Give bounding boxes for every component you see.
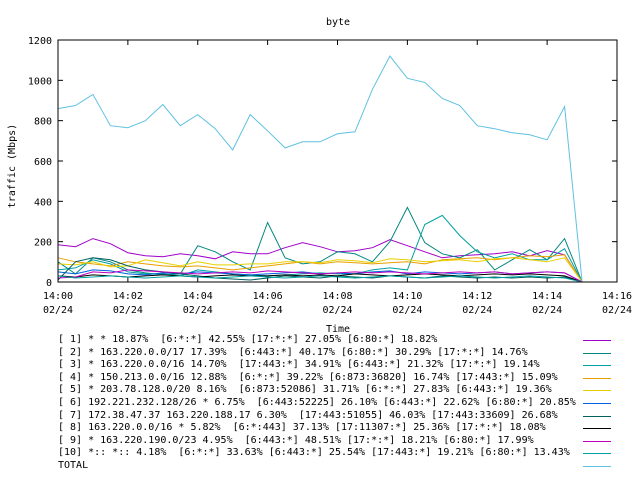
legend-item: [ 3] * 163.220.0.0/16 14.70% [17:443:*] … — [58, 359, 638, 372]
x-tick-label-time: 14:00 — [43, 291, 73, 302]
x-tick-label-date: 02/24 — [322, 305, 352, 316]
legend-label: [ 6] 192.221.232.128/26 * 6.75% [6:443:5… — [58, 396, 576, 408]
legend-item: [ 4] * 150.213.0.0/16 12.88% [6:*:*] 39.… — [58, 372, 638, 385]
x-tick-label-time: 14:02 — [113, 291, 143, 302]
legend: [ 1] * * 18.87% [6:*:*] 42.55% [17:*:*] … — [58, 334, 638, 473]
legend-item: [ 9] * 163.220.190.0/23 4.95% [6:443:*] … — [58, 435, 638, 448]
x-tick-label-date: 02/24 — [183, 305, 213, 316]
legend-item: [ 6] 192.221.232.128/26 * 6.75% [6:443:5… — [58, 397, 638, 410]
series-line-8 — [57, 273, 583, 283]
chart-title: byte — [326, 17, 350, 28]
legend-swatch — [583, 428, 611, 430]
legend-label: [ 5] * 203.78.128.0/20 8.16% [6:873:5208… — [58, 384, 552, 396]
legend-swatch — [583, 340, 611, 341]
legend-item: TOTAL — [58, 460, 638, 473]
legend-label: TOTAL — [58, 459, 89, 471]
legend-swatch — [583, 453, 611, 455]
legend-label: [ 8] 163.220.0.0/16 * 5.82% [6:*:443] 37… — [58, 422, 546, 434]
x-tick-label-time: 14:04 — [183, 291, 213, 302]
series-line-10 — [57, 275, 583, 283]
x-tick-label-date: 02/24 — [602, 305, 632, 316]
y-axis-label: traffic (Mbps) — [7, 124, 18, 208]
x-tick-label-date: 02/24 — [43, 305, 73, 316]
legend-item: [ 8] 163.220.0.0/16 * 5.82% [6:*:443] 37… — [58, 422, 638, 435]
y-tick-label: 800 — [34, 117, 52, 128]
series-line-2 — [57, 206, 583, 283]
x-tick-label-time: 14:06 — [253, 291, 283, 302]
series-line-3 — [57, 214, 583, 283]
y-tick-label: 1000 — [28, 76, 52, 87]
series-lines — [57, 55, 583, 283]
series-line-11 — [57, 55, 583, 283]
series-line-4 — [57, 254, 583, 283]
series-line-7 — [57, 257, 583, 283]
legend-swatch — [583, 390, 611, 392]
plot-frame — [57, 39, 618, 283]
x-tick-label-date: 02/24 — [462, 305, 492, 316]
y-tick-label: 400 — [34, 197, 52, 208]
x-tick-label-time: 14:16 — [602, 291, 632, 302]
y-tick-label: 200 — [34, 238, 52, 249]
legend-item: [10] *:: *:: 4.18% [6:*:*] 33.63% [6:443… — [58, 447, 638, 460]
legend-label: [10] *:: *:: 4.18% [6:*:*] 33.63% [6:443… — [58, 447, 570, 459]
legend-swatch — [583, 365, 611, 367]
legend-item: [ 7] 172.38.47.37 163.220.188.17 6.30% [… — [58, 410, 638, 423]
legend-swatch — [583, 402, 611, 404]
legend-swatch — [583, 465, 611, 467]
series-line-1 — [57, 238, 583, 283]
x-tick-label-time: 14:08 — [322, 291, 352, 302]
legend-label: [ 1] * * 18.87% [6:*:*] 42.55% [17:*:*] … — [58, 334, 438, 345]
x-tick-label-date: 02/24 — [532, 305, 562, 316]
x-tick-label-date: 02/24 — [253, 305, 283, 316]
legend-item: [ 1] * * 18.87% [6:*:*] 42.55% [17:*:*] … — [58, 334, 638, 347]
legend-swatch — [583, 415, 611, 417]
legend-swatch — [583, 377, 611, 379]
x-tick-label-time: 14:14 — [532, 291, 562, 302]
legend-label: [ 4] * 150.213.0.0/16 12.88% [6:*:*] 39.… — [58, 371, 558, 383]
legend-swatch — [583, 440, 611, 442]
legend-swatch — [583, 352, 611, 354]
legend-item: [ 2] * 163.220.0.0/17 17.39% [6:443:*] 4… — [58, 347, 638, 360]
y-tick-label: 600 — [34, 157, 52, 168]
legend-label: [ 3] * 163.220.0.0/16 14.70% [17:443:*] … — [58, 359, 540, 371]
legend-label: [ 7] 172.38.47.37 163.220.188.17 6.30% [… — [58, 409, 558, 421]
x-tick-label-time: 14:10 — [392, 291, 422, 302]
y-tick-label: 1200 — [28, 36, 52, 47]
x-tick-label-time: 14:12 — [462, 291, 492, 302]
series-line-5 — [57, 257, 583, 283]
y-tick-label: 0 — [46, 278, 52, 289]
x-tick-label-date: 02/24 — [113, 305, 143, 316]
x-axis-label: Time — [326, 324, 350, 335]
legend-label: [ 2] * 163.220.0.0/17 17.39% [6:443:*] 4… — [58, 346, 528, 358]
legend-item: [ 5] * 203.78.128.0/20 8.16% [6:873:5208… — [58, 384, 638, 397]
axis-ticks: 0 200 400 600 800 1000 1200 14:00 02/24 14:02 02/2… — [28, 36, 632, 316]
series-line-9 — [57, 269, 583, 283]
legend-label: [ 9] * 163.220.190.0/23 4.95% [6:443:*] … — [58, 434, 534, 446]
x-tick-label-date: 02/24 — [392, 305, 422, 316]
